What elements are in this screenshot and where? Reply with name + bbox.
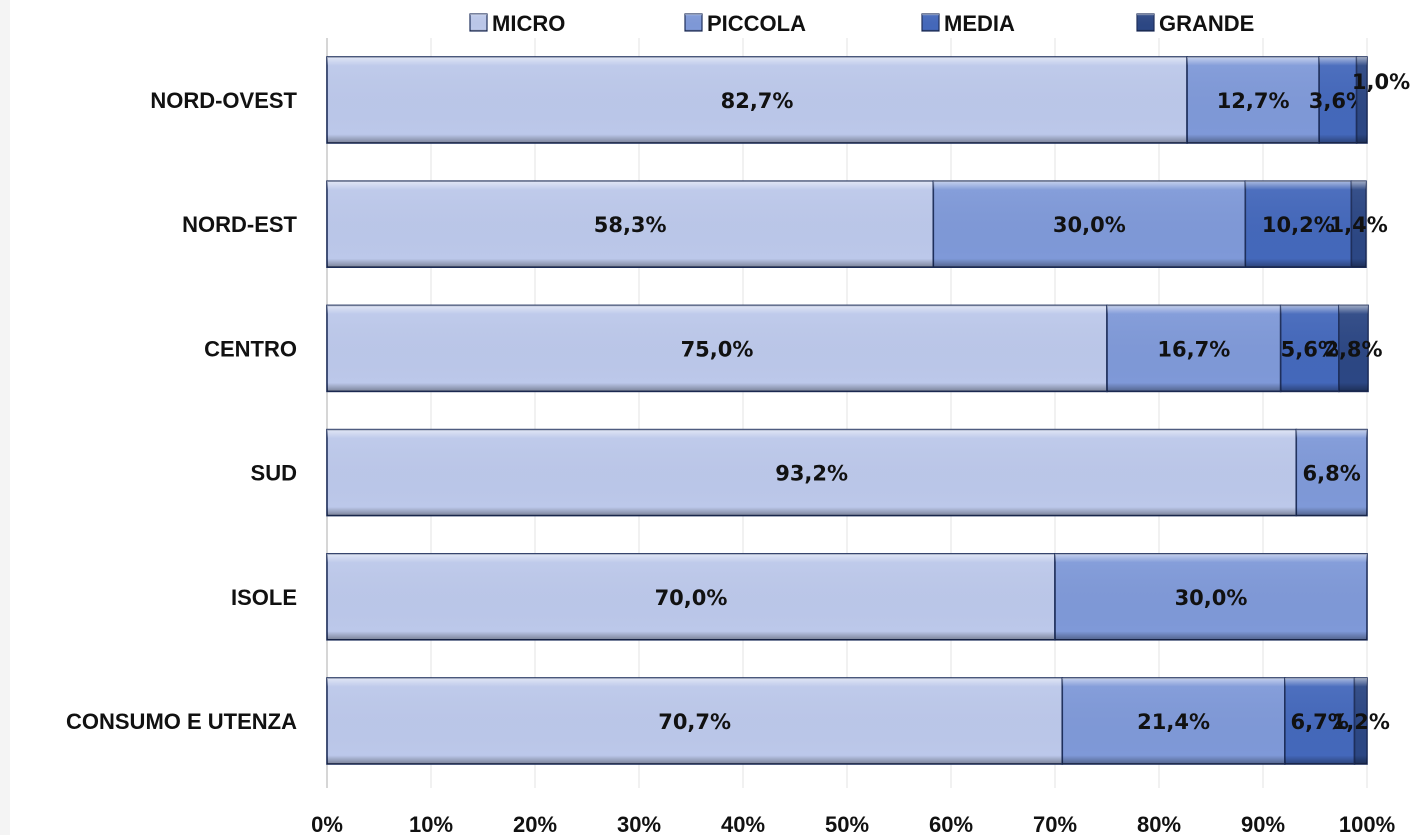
category-label: ISOLE xyxy=(231,585,297,610)
x-tick-label: 50% xyxy=(825,812,869,835)
bar-bevel xyxy=(1296,429,1367,516)
data-label: 30,0% xyxy=(1175,586,1248,610)
bar-bevel xyxy=(327,429,1297,516)
data-label: 1,0% xyxy=(1352,70,1410,94)
bar-bevel xyxy=(1356,57,1367,143)
x-tick-label: 40% xyxy=(721,812,765,835)
legend-label: MICRO xyxy=(492,11,565,36)
data-label: 16,7% xyxy=(1157,337,1230,361)
bar-bevel xyxy=(1319,57,1357,143)
data-label: 70,7% xyxy=(658,710,731,734)
legend-label: MEDIA xyxy=(944,11,1015,36)
x-tick-label: 70% xyxy=(1033,812,1077,835)
bars: 82,7% 12,7% 3,6%1,0%58,3% 30,0% 10,2%1,4%75,… xyxy=(326,56,1410,765)
stacked-bar-chart: 82,7% 12,7% 3,6%1,0%58,3% 30,0% 10,2%1,4%75,… xyxy=(66,11,1410,835)
x-tick-label: 60% xyxy=(929,812,973,835)
legend: MICRO PICCOLA MEDIA GRANDE xyxy=(469,11,1254,36)
x-tick-label: 0% xyxy=(311,812,343,835)
bar-bevel xyxy=(327,678,1063,764)
bar-bevel xyxy=(327,181,934,268)
data-label: 30,0% xyxy=(1053,213,1126,237)
x-tick-label: 20% xyxy=(513,812,557,835)
category-label: NORD-EST xyxy=(182,212,297,237)
data-label: 70,0% xyxy=(655,586,728,610)
data-label: 93,2% xyxy=(775,462,848,486)
data-label: 1,2% xyxy=(1332,710,1390,734)
gridlines xyxy=(430,38,1368,788)
legend-swatch-bevel xyxy=(1137,14,1154,31)
bar-bevel xyxy=(1187,57,1320,143)
bar-bevel xyxy=(1280,305,1339,392)
data-label: 6,8% xyxy=(1303,462,1361,486)
category-label: SUD xyxy=(251,461,297,486)
data-label: 58,3% xyxy=(594,213,667,237)
bar-bevel xyxy=(1338,305,1369,392)
x-axis-tick-labels: 0% 10% 20% 30% 40% 50% 60% 70% 80% 90% 100% xyxy=(311,812,1395,835)
legend-swatch-bevel xyxy=(685,14,702,31)
category-labels: NORD-OVEST NORD-EST CENTRO SUD ISOLE CONSUMO … xyxy=(66,88,298,734)
x-tick-label: 80% xyxy=(1137,812,1181,835)
data-label: 82,7% xyxy=(721,89,794,113)
data-label: 75,0% xyxy=(681,337,754,361)
data-label: 6,7% xyxy=(1291,710,1349,734)
category-label: CENTRO xyxy=(204,336,297,361)
bar-bevel xyxy=(327,553,1055,640)
bar-bevel xyxy=(327,305,1107,392)
x-tick-label: 30% xyxy=(617,812,661,835)
legend-swatch-bevel xyxy=(922,14,939,31)
bar-bevel xyxy=(1354,678,1367,764)
data-label: 1,4% xyxy=(1330,213,1388,237)
data-label: 5,6% xyxy=(1281,337,1339,361)
legend-swatch-bevel xyxy=(470,14,487,31)
category-label: CONSUMO E UTENZA xyxy=(66,709,297,734)
bar-bevel xyxy=(1284,678,1355,764)
x-tick-label: 10% xyxy=(409,812,453,835)
legend-label: GRANDE xyxy=(1159,11,1254,36)
bar-bevel xyxy=(1245,181,1352,268)
category-label: NORD-OVEST xyxy=(150,88,297,113)
x-tick-label: 100% xyxy=(1339,812,1395,835)
legend-label: PICCOLA xyxy=(707,11,806,36)
x-tick-label: 90% xyxy=(1241,812,1285,835)
bar-bevel xyxy=(1055,553,1367,640)
bar-bevel xyxy=(933,181,1246,268)
bar-bevel xyxy=(1107,305,1281,392)
data-label: 21,4% xyxy=(1137,710,1210,734)
data-label: 10,2% xyxy=(1262,213,1335,237)
chart-container: 82,7% 12,7% 3,6% 1,0% 58,3% 30,0% 10,2% 1,4% 75,… xyxy=(10,0,1419,835)
data-label: 12,7% xyxy=(1217,89,1290,113)
bar-bevel xyxy=(1062,678,1285,764)
bar-bevel xyxy=(327,57,1188,143)
data-label: 2,8% xyxy=(1324,337,1382,361)
bar-bevel xyxy=(1351,181,1366,268)
